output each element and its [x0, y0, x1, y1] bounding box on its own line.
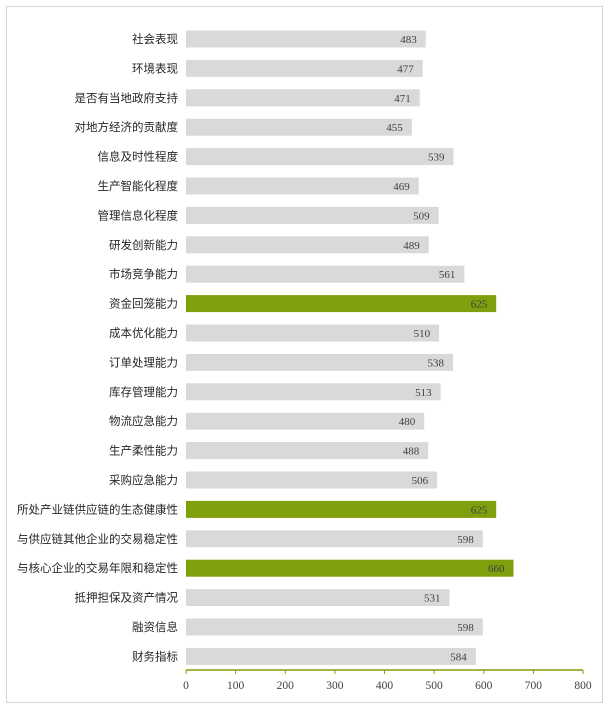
bar-5 — [186, 148, 454, 166]
value-label-7: 509 — [413, 210, 430, 222]
value-label-12: 538 — [428, 357, 445, 369]
category-label-22: 财务指标 — [132, 649, 178, 663]
x-tick-label-300: 300 — [326, 680, 344, 692]
x-tick-label-500: 500 — [425, 680, 443, 692]
bar-16 — [186, 471, 438, 489]
value-label-11: 510 — [414, 328, 431, 340]
value-label-2: 477 — [397, 63, 414, 75]
value-label-16: 506 — [412, 475, 429, 487]
x-tick-label-400: 400 — [376, 680, 394, 692]
category-label-11: 成本优化能力 — [109, 326, 178, 340]
value-label-3: 471 — [394, 93, 411, 105]
category-label-13: 库存管理能力 — [109, 385, 178, 399]
value-label-18: 598 — [457, 534, 474, 546]
category-label-3: 是否有当地政府支持 — [75, 91, 179, 105]
bar-3 — [186, 89, 420, 107]
bar-8 — [186, 236, 429, 254]
bar-21 — [186, 618, 483, 636]
category-label-21: 融资信息 — [132, 620, 178, 634]
bar-2 — [186, 59, 423, 77]
category-label-6: 生产智能化程度 — [98, 179, 179, 193]
category-label-7: 管理信息化程度 — [98, 208, 179, 222]
bar-11 — [186, 324, 440, 342]
bar-6 — [186, 177, 419, 195]
bar-7 — [186, 206, 439, 224]
category-label-5: 信息及时性程度 — [98, 150, 179, 164]
bar-15 — [186, 442, 429, 460]
x-tick-label-200: 200 — [277, 680, 295, 692]
value-label-5: 539 — [428, 152, 445, 164]
value-label-10: 625 — [471, 299, 488, 311]
bar-10 — [186, 295, 497, 313]
category-label-9: 市场竞争能力 — [109, 267, 178, 281]
value-label-15: 488 — [403, 446, 420, 458]
value-label-21: 598 — [457, 622, 474, 634]
category-label-2: 环境表现 — [132, 61, 178, 75]
x-tick-label-0: 0 — [183, 680, 189, 692]
value-label-19: 660 — [488, 563, 505, 575]
value-label-6: 469 — [393, 181, 410, 193]
value-label-14: 480 — [399, 416, 416, 428]
value-label-9: 561 — [439, 269, 456, 281]
value-label-1: 483 — [400, 34, 417, 46]
bar-13 — [186, 383, 441, 401]
category-label-16: 采购应急能力 — [109, 473, 178, 487]
category-label-18: 与供应链其他企业的交易稳定性 — [17, 532, 178, 546]
value-label-20: 531 — [424, 593, 441, 605]
bar-19 — [186, 559, 514, 577]
x-tick-label-700: 700 — [525, 680, 543, 692]
x-tick-label-100: 100 — [227, 680, 245, 692]
category-label-8: 研发创新能力 — [109, 238, 178, 252]
value-label-8: 489 — [403, 240, 420, 252]
bar-4 — [186, 118, 412, 136]
bar-12 — [186, 353, 453, 371]
bar-9 — [186, 265, 465, 283]
category-label-12: 订单处理能力 — [109, 355, 178, 369]
category-label-4: 对地方经济的贡献度 — [75, 120, 179, 134]
category-label-1: 社会表现 — [132, 32, 178, 46]
bar-14 — [186, 412, 425, 430]
value-label-17: 625 — [471, 504, 488, 516]
category-label-15: 生产柔性能力 — [109, 444, 178, 458]
bar-18 — [186, 530, 483, 548]
category-label-17: 所处产业链供应链的生态健康性 — [17, 502, 178, 516]
value-label-13: 513 — [415, 387, 432, 399]
bar-22 — [186, 647, 476, 665]
bar-1 — [186, 30, 426, 48]
bar-17 — [186, 500, 497, 518]
value-label-4: 455 — [386, 122, 403, 134]
category-label-14: 物流应急能力 — [109, 414, 178, 428]
x-tick-label-600: 600 — [475, 680, 493, 692]
x-tick-label-800: 800 — [574, 680, 592, 692]
category-label-20: 抵押担保及资产情况 — [75, 591, 179, 605]
category-label-19: 与核心企业的交易年限和稳定性 — [17, 561, 178, 575]
value-label-22: 584 — [450, 651, 467, 663]
bar-20 — [186, 589, 450, 607]
category-label-10: 资金回笼能力 — [109, 297, 178, 311]
